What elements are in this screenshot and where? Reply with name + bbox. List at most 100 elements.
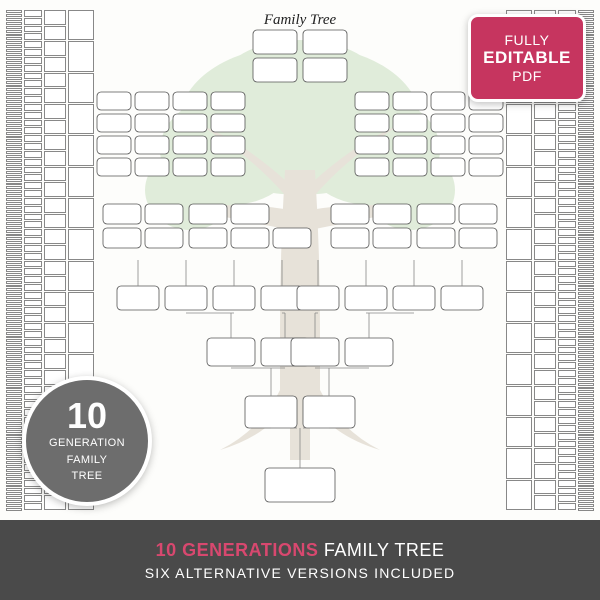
ancestor-cell (578, 253, 594, 256)
ancestor-cell (6, 465, 22, 468)
ancestor-cell (534, 261, 556, 276)
ancestor-cell (558, 441, 576, 448)
ancestor-cell (6, 371, 22, 374)
ancestor-cell (6, 116, 22, 119)
ancestor-cell (578, 339, 594, 342)
ancestor-cell (6, 441, 22, 444)
ancestor-cell (534, 276, 556, 291)
ancestor-cell (6, 426, 22, 429)
ancestor-cell (6, 34, 22, 37)
ancestor-cell (24, 362, 42, 369)
ancestor-cell (6, 269, 22, 272)
ancestor-cell (578, 132, 594, 135)
ancestor-cell (578, 281, 594, 284)
ancestor-cell (578, 414, 594, 417)
ancestor-cell (24, 80, 42, 87)
ancestor-cell (578, 273, 594, 276)
ancestor-cell (506, 480, 532, 510)
ancestor-cell (6, 504, 22, 507)
ancestor-cell (506, 386, 532, 416)
ancestor-cell (578, 285, 594, 288)
ancestor-cell (24, 378, 42, 385)
ancestor-cell (6, 73, 22, 76)
ancestor-cell (578, 477, 594, 480)
ancestor-cell (578, 304, 594, 307)
ancestor-cell (558, 503, 576, 510)
ancestor-cell (578, 500, 594, 503)
ancestor-cell (558, 151, 576, 158)
ancestor-cell (6, 202, 22, 205)
caption-line2: SIX ALTERNATIVE VERSIONS INCLUDED (145, 565, 456, 581)
ancestor-cell (6, 226, 22, 229)
ancestor-cell (6, 383, 22, 386)
ancestor-cell (68, 198, 94, 228)
ancestor-cell (578, 151, 594, 154)
ancestor-cell (6, 485, 22, 488)
ancestor-cell (578, 171, 594, 174)
ancestor-cell (6, 49, 22, 52)
ancestor-cell (24, 73, 42, 80)
ancestor-cell (578, 473, 594, 476)
ancestor-cell (578, 218, 594, 221)
ancestor-cell (578, 124, 594, 127)
ancestor-cell (558, 331, 576, 338)
ancestor-cell (534, 198, 556, 213)
ancestor-cell (6, 339, 22, 342)
ancestor-cell (6, 186, 22, 189)
ancestor-cell (578, 437, 594, 440)
ancestor-cell (578, 316, 594, 319)
ancestor-cell (578, 198, 594, 201)
ancestor-cell (6, 81, 22, 84)
ancestor-cell (578, 390, 594, 393)
ancestor-cell (68, 135, 94, 165)
ancestor-cell (6, 100, 22, 103)
ancestor-cell (6, 316, 22, 319)
ancestor-cell (578, 230, 594, 233)
ancestor-cell (24, 65, 42, 72)
ancestor-cell (578, 108, 594, 111)
ancestor-cell (558, 378, 576, 385)
ancestor-cell (578, 234, 594, 237)
ancestor-cell (578, 508, 594, 511)
ancestor-cell (44, 354, 66, 369)
ancestor-cell (44, 261, 66, 276)
ancestor-cell (558, 362, 576, 369)
ancestor-cell (24, 135, 42, 142)
ancestor-cell (24, 49, 42, 56)
ancestor-cell (578, 379, 594, 382)
ancestor-cell (6, 296, 22, 299)
ancestor-cell (6, 183, 22, 186)
ancestor-cell (534, 182, 556, 197)
outer-gen-column (6, 10, 22, 510)
product-card: Family Tree (0, 0, 600, 600)
ancestor-cell (558, 370, 576, 377)
ancestor-cell (558, 386, 576, 393)
ancestor-cell (578, 441, 594, 444)
ancestor-cell (558, 464, 576, 471)
ancestor-cell (558, 394, 576, 401)
ancestor-cell (578, 367, 594, 370)
ancestor-cell (24, 253, 42, 260)
ancestor-cell (6, 406, 22, 409)
ancestor-cell (24, 57, 42, 64)
ancestor-cell (24, 143, 42, 150)
ancestor-cell (6, 367, 22, 370)
ancestor-cell (534, 151, 556, 166)
ancestor-cell (558, 190, 576, 197)
ancestor-cell (6, 234, 22, 237)
ancestor-cell (6, 281, 22, 284)
ancestor-cell (6, 45, 22, 48)
ancestor-cell (6, 402, 22, 405)
generations-label-1: GENERATION (49, 437, 125, 451)
ancestor-cell (6, 230, 22, 233)
ancestor-cell (24, 495, 42, 502)
ancestor-cell (506, 167, 532, 197)
ancestor-cell (578, 288, 594, 291)
ancestor-cell (578, 265, 594, 268)
generations-label-3: TREE (72, 470, 103, 484)
ancestor-cell (534, 245, 556, 260)
ancestor-cell (24, 347, 42, 354)
ancestor-cell (558, 174, 576, 181)
ancestor-cell (578, 488, 594, 491)
ancestor-cell (6, 132, 22, 135)
